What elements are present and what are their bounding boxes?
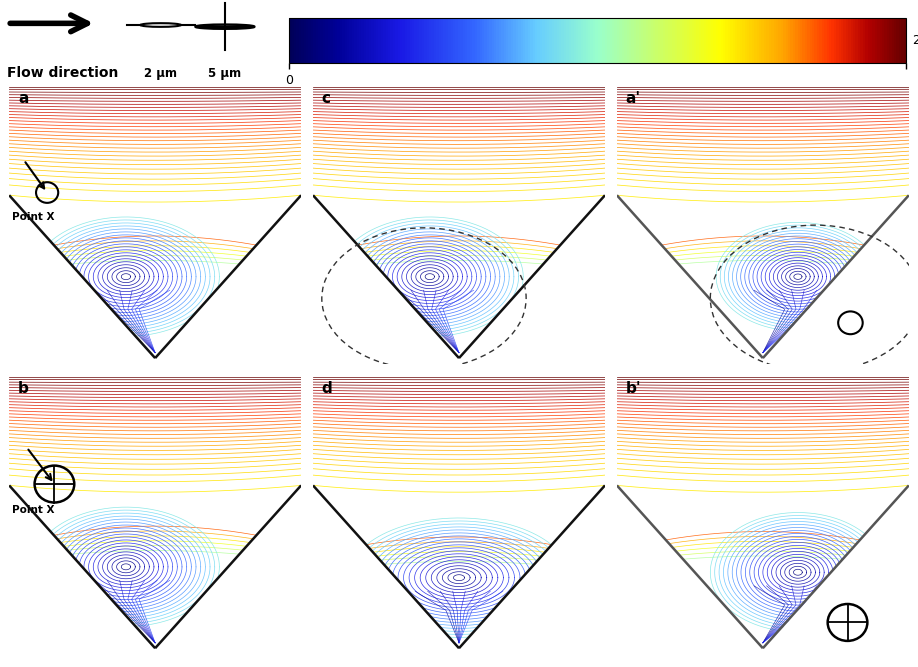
Text: b': b': [626, 381, 642, 396]
Text: a: a: [18, 91, 28, 106]
Text: Point X: Point X: [12, 504, 54, 514]
Text: b: b: [18, 381, 28, 396]
Text: 2 μm: 2 μm: [144, 67, 177, 80]
Text: a': a': [626, 91, 641, 106]
Text: d: d: [322, 381, 332, 396]
Text: $2\ \times\ 10^{-4}$ (m/s): $2\ \times\ 10^{-4}$ (m/s): [912, 32, 918, 49]
Text: Point X: Point X: [12, 211, 54, 221]
Text: 5 μm: 5 μm: [208, 67, 241, 80]
Text: Flow direction: Flow direction: [7, 67, 118, 80]
Text: c: c: [322, 91, 330, 106]
